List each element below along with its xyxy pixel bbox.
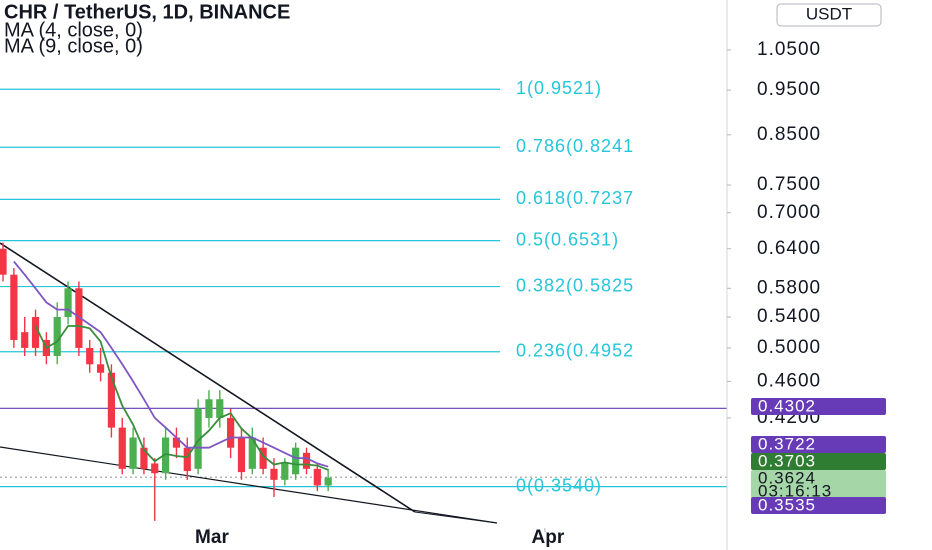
price-tag [751, 436, 886, 453]
candle-body [248, 437, 256, 469]
candle-body [86, 347, 94, 365]
fib-label: 0(0.3540) [516, 475, 602, 495]
moving-average [34, 325, 329, 471]
price-tag-label: 0.3535 [758, 495, 816, 514]
price-tag-label: 0.3722 [758, 434, 816, 453]
price-tag [751, 398, 886, 415]
y-tick-label: 1.0500 [757, 39, 821, 60]
candle-body [292, 447, 300, 475]
x-tick-label: Mar [195, 527, 229, 548]
candle-body [183, 447, 191, 472]
candle-body [96, 364, 105, 373]
price-tag [751, 497, 886, 514]
candle-body [10, 274, 18, 340]
y-tick-label: 0.9500 [757, 79, 821, 100]
candle-body [281, 463, 289, 480]
price-tag-label: 0.4302 [758, 396, 816, 415]
fib-label: 1(0.9521) [516, 78, 602, 98]
candle-body [64, 288, 72, 317]
candle-body [227, 417, 235, 448]
candle-body [75, 288, 83, 348]
moving-average [13, 260, 329, 468]
candle-body [205, 399, 213, 418]
indicator-label: MA (4, close, 0) [4, 19, 143, 41]
candle-body [172, 437, 181, 448]
price-tag [751, 470, 886, 498]
candle-body [216, 399, 224, 418]
candle-body [194, 408, 202, 469]
y-tick-label: 0.7500 [757, 174, 821, 195]
indicator-label: MA (9, close, 0) [4, 35, 143, 57]
candle-body [107, 372, 116, 428]
candle-body [259, 447, 267, 469]
fib-label: 0.382(0.5825 [516, 275, 634, 295]
candle-body [313, 468, 321, 486]
candle-body [324, 477, 332, 486]
y-tick-label: 0.5000 [757, 337, 821, 358]
candle-body [31, 316, 40, 348]
y-tick-label: 0.6400 [757, 238, 821, 259]
candle-body [140, 447, 148, 469]
fib-label: 0.5(0.6531) [516, 229, 619, 249]
chart-title: CHR / TetherUS, 1D, BINANCE [4, 1, 290, 23]
y-tick-label: 0.7000 [757, 202, 821, 223]
candle-body [21, 332, 29, 348]
y-tick-label: 0.5400 [757, 306, 821, 327]
price-tag [751, 453, 886, 470]
y-tick-label: 0.5800 [757, 277, 821, 298]
y-tick-label: 0.8500 [757, 124, 821, 145]
fib-label: 0.786(0.8241 [516, 136, 634, 156]
candle-body [151, 463, 159, 474]
currency-label[interactable]: USDT [806, 4, 852, 23]
candle-body [0, 248, 7, 275]
fib-label: 0.618(0.7237 [516, 188, 634, 208]
candle-body [237, 437, 246, 473]
candle-body [302, 452, 311, 469]
candle-body [118, 427, 126, 469]
x-tick-label: Apr [532, 527, 565, 548]
price-tag-label: 0.3703 [758, 451, 816, 470]
trend-line [0, 446, 498, 524]
y-tick-label: 0.4600 [757, 370, 821, 391]
candle-body [129, 437, 137, 469]
trend-line [0, 242, 416, 513]
trend-line [414, 511, 498, 524]
candle-body [162, 437, 170, 474]
price-tag-label: 0.3624 [758, 468, 816, 487]
fib-label: 0.236(0.4952 [516, 341, 634, 361]
candle-body [270, 468, 278, 480]
countdown: 03:16:13 [758, 481, 832, 500]
currency-button[interactable] [776, 3, 882, 27]
candle-body [53, 316, 61, 357]
